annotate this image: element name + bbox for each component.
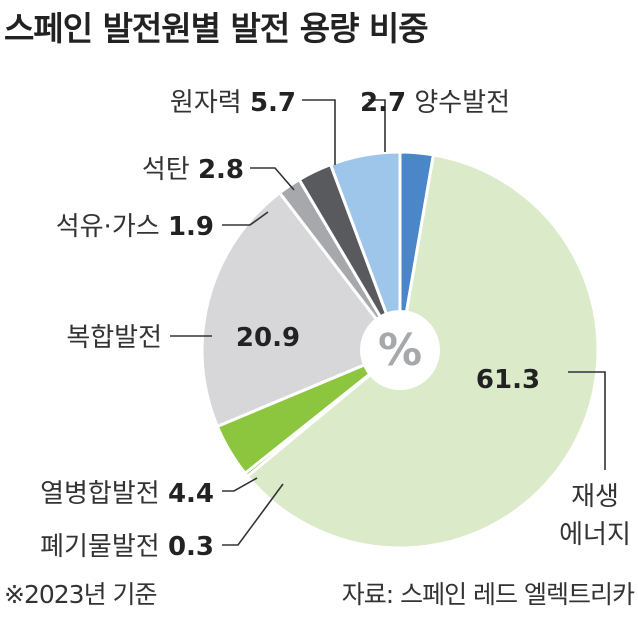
leader-slice-4 — [222, 477, 258, 492]
label-slice-6: 석유·가스 1.9 — [56, 212, 214, 242]
label-slice-1: 2.7 양수발전 — [360, 88, 510, 118]
leader-slice-8 — [302, 99, 336, 165]
label-slice-2: 재생 에너지 — [559, 482, 631, 550]
footnote: ※2023년 기준 — [4, 580, 158, 609]
value-slice-5: 20.9 — [236, 323, 300, 353]
label-slice-8: 원자력 5.7 — [170, 88, 296, 118]
label-slice-4: 열병합발전 4.4 — [40, 479, 214, 509]
label-slice-5: 복합발전 — [66, 323, 162, 353]
chart-title: 스페인 발전원별 발전 용량 비중 — [4, 9, 429, 48]
leader-slice-1 — [368, 99, 386, 152]
leader-slice-2 — [568, 371, 606, 470]
leader-slice-6 — [222, 211, 269, 226]
label-slice-3: 폐기물발전 0.3 — [40, 532, 214, 562]
center-percent-symbol: % — [378, 325, 422, 376]
pie-slice-8 — [329, 150, 402, 352]
label-slice-7: 석탄 2.8 — [142, 155, 244, 185]
leader-slice-3 — [222, 483, 284, 546]
leader-slice-7 — [250, 167, 295, 191]
pie-slice-5 — [200, 191, 402, 428]
source-note: 자료: 스페인 레드 엘렉트리카 — [341, 580, 635, 609]
value-slice-2: 61.3 — [476, 365, 540, 395]
pie-center-hole — [360, 310, 440, 390]
